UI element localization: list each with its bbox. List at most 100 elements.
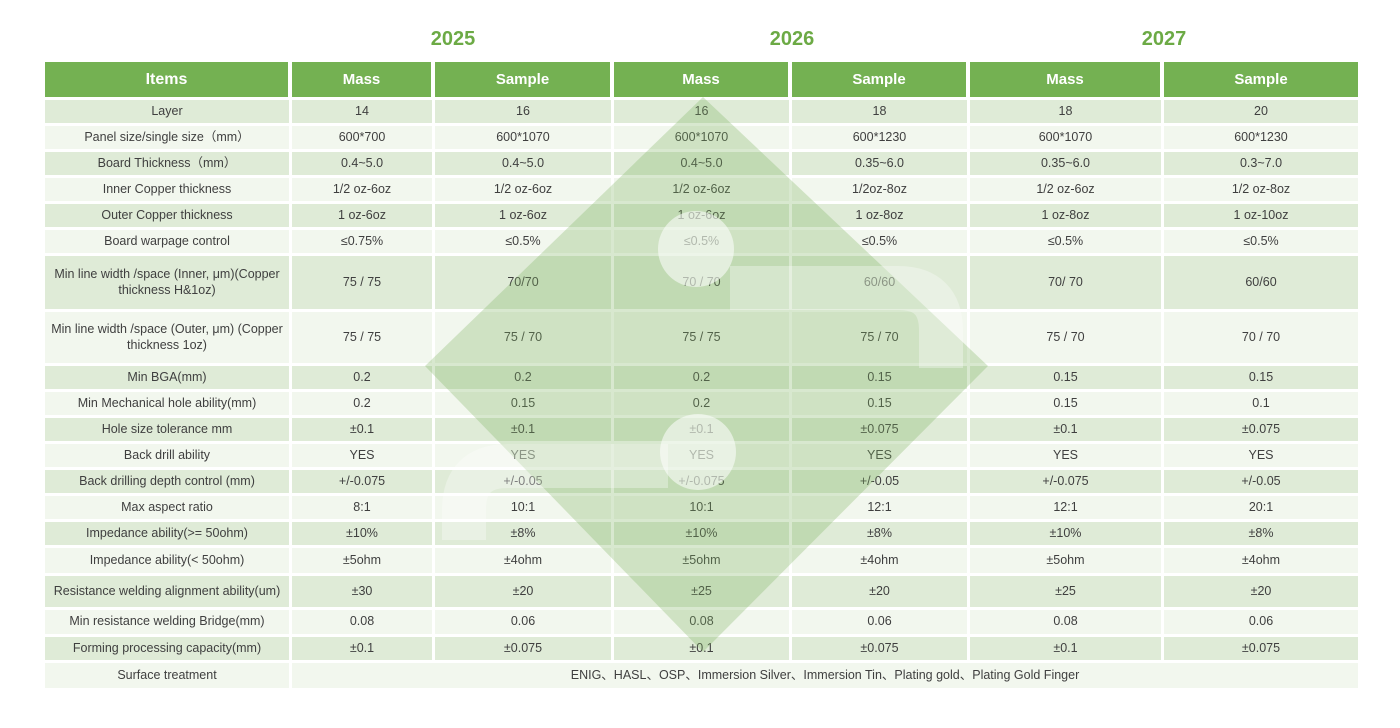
cell: ±8% (1164, 522, 1358, 548)
cell: 10:1 (435, 496, 614, 522)
header-sample-2026: Sample (792, 62, 970, 100)
header-sample-2025: Sample (435, 62, 614, 100)
row-label: Inner Copper thickness (45, 178, 292, 204)
cell: 1 oz-8oz (792, 204, 970, 230)
row-label: Back drill ability (45, 444, 292, 470)
cell: ≤0.75% (292, 230, 435, 256)
cell: 0.15 (792, 392, 970, 418)
row-label: Min resistance welding Bridge(mm) (45, 610, 292, 637)
cell: +/-0.05 (792, 470, 970, 496)
year-label-2025: 2025 (430, 28, 476, 50)
cell: 75 / 70 (435, 312, 614, 366)
cell: 1 oz-6oz (292, 204, 435, 230)
cell: 0.15 (1164, 366, 1358, 392)
row-label: Board warpage control (45, 230, 292, 256)
header-sample-2027: Sample (1164, 62, 1358, 100)
table-row-surface-treatment: Surface treatment ENIG、HASL、OSP、Immersio… (45, 663, 1358, 688)
cell: 0.15 (970, 392, 1164, 418)
cell: 1 oz-6oz (614, 204, 792, 230)
table-row-back-drill-depth: Back drilling depth control (mm) +/-0.07… (45, 470, 1358, 496)
cell: 0.35~6.0 (970, 152, 1164, 178)
cell: YES (292, 444, 435, 470)
cell: ±0.075 (1164, 418, 1358, 444)
cell: ±10% (292, 522, 435, 548)
cell: 0.06 (1164, 610, 1358, 637)
cell: 1 oz-10oz (1164, 204, 1358, 230)
table-row-inner-copper: Inner Copper thickness 1/2 oz-6oz 1/2 oz-… (45, 178, 1358, 204)
table-row-warpage: Board warpage control ≤0.75% ≤0.5% ≤0.5% ≤0… (45, 230, 1358, 256)
cell: 75 / 70 (970, 312, 1164, 366)
table-row-layer: Layer 14 16 16 18 18 20 (45, 100, 1358, 126)
cell: 600*1230 (1164, 126, 1358, 152)
cell: ±0.075 (792, 418, 970, 444)
cell: 8:1 (292, 496, 435, 522)
cell: ≤0.5% (1164, 230, 1358, 256)
cell: ±25 (970, 576, 1164, 610)
cell: YES (435, 444, 614, 470)
cell: 75 / 75 (292, 256, 435, 312)
cell: 0.35~6.0 (792, 152, 970, 178)
cell: ±10% (614, 522, 792, 548)
cell: 600*700 (292, 126, 435, 152)
cell: +/-0.05 (435, 470, 614, 496)
cell: 0.06 (435, 610, 614, 637)
year-label-2027: 2027 (1141, 28, 1187, 50)
cell: 1/2 oz-6oz (292, 178, 435, 204)
row-label: Max aspect ratio (45, 496, 292, 522)
cell: ±10% (970, 522, 1164, 548)
cell: 0.4~5.0 (435, 152, 614, 178)
cell: ≤0.5% (970, 230, 1164, 256)
cell: ±0.1 (614, 637, 792, 663)
cell: ±5ohm (970, 548, 1164, 576)
table-row-panel-size: Panel size/single size（mm） 600*700 600*10… (45, 126, 1358, 152)
cell: ±0.075 (1164, 637, 1358, 663)
cell: 75 / 75 (292, 312, 435, 366)
cell: 1/2oz-8oz (792, 178, 970, 204)
row-label: Impedance ability(< 50ohm) (45, 548, 292, 576)
cell: ±8% (792, 522, 970, 548)
cell: +/-0.075 (292, 470, 435, 496)
cell: +/-0.075 (970, 470, 1164, 496)
row-label: Back drilling depth control (mm) (45, 470, 292, 496)
table-row-solder-mask-alignment: Resistance welding alignment ability(um)… (45, 576, 1358, 610)
row-label: Min line width /space (Outer, μm) (Coppe… (45, 312, 292, 366)
cell: 70 / 70 (614, 256, 792, 312)
cell: +/-0.075 (614, 470, 792, 496)
cell: ±25 (614, 576, 792, 610)
cell: 1/2 oz-6oz (435, 178, 614, 204)
cell: 600*1070 (435, 126, 614, 152)
cell: 14 (292, 100, 435, 126)
cell: ±0.1 (970, 637, 1164, 663)
header-items: Items (45, 62, 292, 100)
header-mass-2026: Mass (614, 62, 792, 100)
cell: 1/2 oz-8oz (1164, 178, 1358, 204)
capability-table: Items Mass Sample Mass Sample Mass Sampl… (45, 62, 1358, 688)
cell: 0.3~7.0 (1164, 152, 1358, 178)
cell: 60/60 (792, 256, 970, 312)
row-label: Min Mechanical hole ability(mm) (45, 392, 292, 418)
header-mass-2027: Mass (970, 62, 1164, 100)
year-label-2026: 2026 (769, 28, 815, 50)
cell: 1/2 oz-6oz (970, 178, 1164, 204)
row-label: Impedance ability(>= 50ohm) (45, 522, 292, 548)
cell: ≤0.5% (614, 230, 792, 256)
cell: ±0.075 (435, 637, 614, 663)
cell: 600*1070 (614, 126, 792, 152)
cell: YES (614, 444, 792, 470)
cell: 75 / 75 (614, 312, 792, 366)
cell: 70/ 70 (970, 256, 1164, 312)
table-row-min-line-inner: Min line width /space (Inner, μm)(Copper… (45, 256, 1358, 312)
table-row-hole-tolerance: Hole size tolerance mm ±0.1 ±0.1 ±0.1 ±0.07… (45, 418, 1358, 444)
cell: 20 (1164, 100, 1358, 126)
cell: 0.1 (1164, 392, 1358, 418)
cell: ±0.1 (435, 418, 614, 444)
table-row-forming-capacity: Forming processing capacity(mm) ±0.1 ±0.0… (45, 637, 1358, 663)
row-label: Board Thickness（mm） (45, 152, 292, 178)
cell: 18 (970, 100, 1164, 126)
cell: ±0.1 (292, 418, 435, 444)
cell: 16 (435, 100, 614, 126)
cell: ±0.1 (292, 637, 435, 663)
year-header-spacer (45, 28, 292, 51)
cell: 0.15 (435, 392, 614, 418)
